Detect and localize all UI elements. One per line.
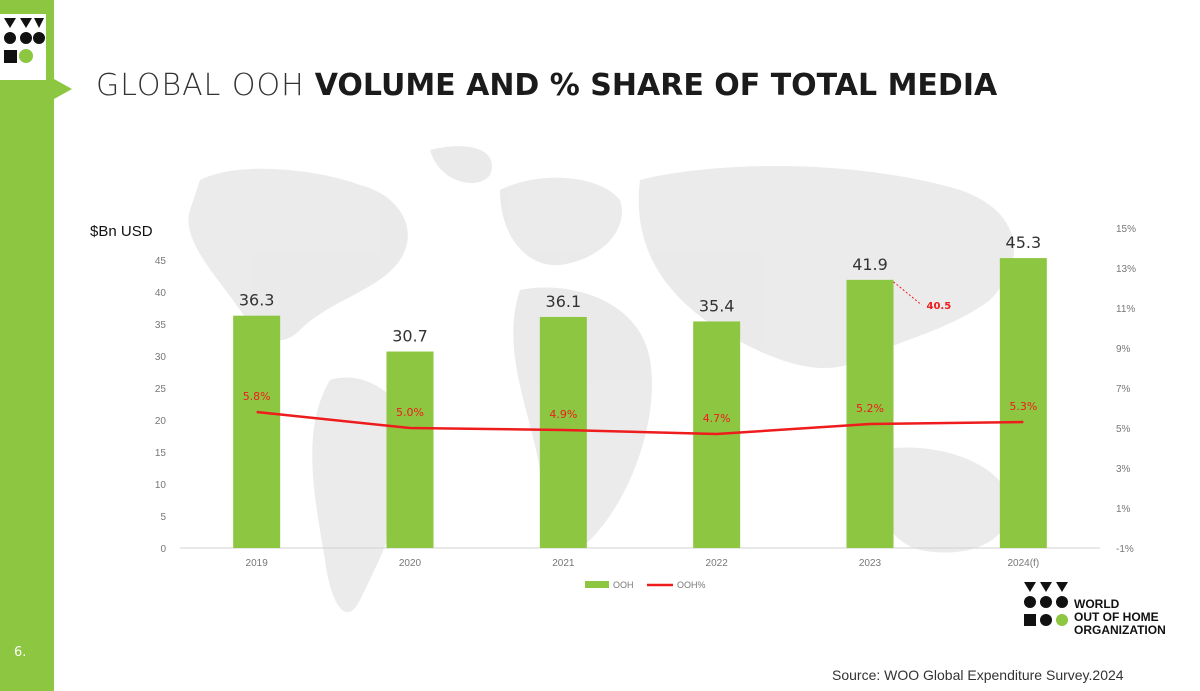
y2-tick-label: 7% <box>1116 384 1131 395</box>
title-light: GLOBAL OOH <box>96 68 305 103</box>
y-tick-label: 30 <box>155 352 167 363</box>
bar-value-label: 41.9 <box>852 255 888 274</box>
share-value-label: 5.0% <box>396 406 424 419</box>
source-note: Source: WOO Global Expenditure Survey.20… <box>832 667 1124 683</box>
page-title: GLOBAL OOH VOLUME AND % SHARE OF TOTAL ME… <box>96 68 997 103</box>
y-tick-label: 25 <box>155 384 167 395</box>
y2-tick-label: 11% <box>1116 304 1135 315</box>
y2-tick-label: 5% <box>1116 424 1131 435</box>
sidebar-accent <box>0 0 54 691</box>
y-tick-label: 45 <box>155 256 167 267</box>
page-number: 6. <box>14 645 27 660</box>
x-tick-label: 2022 <box>706 558 729 569</box>
x-tick-label: 2020 <box>399 558 422 569</box>
legend-swatch-ooh <box>585 581 609 588</box>
y2-tick-label: 1% <box>1116 504 1131 515</box>
y-axis-right: -1% 1% 3% 5% 7% 9% 11% 13% 15% <box>1116 224 1136 555</box>
y-tick-label: 10 <box>155 480 167 491</box>
legend-label-ooh: OOH <box>613 580 634 590</box>
bar <box>386 351 434 548</box>
sidebar-arrow <box>54 79 72 99</box>
y2-tick-label: -1% <box>1116 544 1134 555</box>
bar-value-label: 35.4 <box>699 296 735 315</box>
x-tick-label: 2024(f) <box>1007 558 1039 569</box>
y-tick-label: 35 <box>155 320 167 331</box>
y2-tick-label: 15% <box>1116 224 1136 235</box>
title-bold: VOLUME AND % SHARE OF TOTAL MEDIA <box>314 68 998 103</box>
share-labels: 5.8% 5.0% 4.9% 4.7% 5.2% 5.3% <box>243 390 1038 425</box>
bar <box>999 258 1047 548</box>
bar-value-label: 45.3 <box>1006 233 1042 252</box>
share-value-label: 4.7% <box>703 412 731 425</box>
y2-tick-label: 13% <box>1116 264 1136 275</box>
y2-tick-label: 9% <box>1116 344 1131 355</box>
bar-labels: 36.3 30.7 36.1 35.4 41.9 45.3 <box>239 233 1041 345</box>
x-axis: 2019 2020 2021 2022 2023 2024(f) <box>180 547 1100 569</box>
woo-logo-icon <box>1024 582 1068 626</box>
x-tick-label: 2023 <box>859 558 882 569</box>
woo-logo-top <box>0 14 46 80</box>
y-tick-label: 20 <box>155 416 167 427</box>
share-value-label: 5.8% <box>243 390 271 403</box>
x-tick-label: 2021 <box>552 558 575 569</box>
org-name: WORLD OUT OF HOME ORGANIZATION <box>1074 598 1166 637</box>
y-axis-left: 0 5 10 15 20 25 30 35 40 45 <box>155 256 167 555</box>
legend: OOH OOH% <box>585 580 706 590</box>
bar <box>233 315 281 548</box>
y-tick-label: 5 <box>160 512 166 523</box>
annotation-label: 40.5 <box>927 301 952 312</box>
bar <box>539 316 587 548</box>
bars <box>233 258 1047 548</box>
bar-value-label: 36.3 <box>239 291 275 310</box>
x-tick-label: 2019 <box>246 558 269 569</box>
bar-value-label: 30.7 <box>392 327 428 346</box>
share-line <box>256 410 1024 436</box>
y-axis-title: $Bn USD <box>90 223 153 240</box>
y2-tick-label: 3% <box>1116 464 1131 475</box>
bar <box>846 279 894 548</box>
org-name-line-1: WORLD <box>1074 597 1120 611</box>
share-line-path <box>256 410 1024 436</box>
org-name-line-2: OUT OF HOME <box>1074 610 1159 624</box>
share-value-label: 5.2% <box>856 402 884 415</box>
share-value-label: 5.3% <box>1009 400 1037 413</box>
bar-value-label: 36.1 <box>546 292 582 311</box>
y-tick-label: 40 <box>155 288 167 299</box>
share-value-label: 4.9% <box>549 408 577 421</box>
annotation: 40.5 <box>893 281 952 312</box>
y-tick-label: 0 <box>160 544 166 555</box>
y-tick-label: 15 <box>155 448 167 459</box>
legend-label-share: OOH% <box>677 580 706 590</box>
org-name-line-3: ORGANIZATION <box>1074 623 1166 637</box>
